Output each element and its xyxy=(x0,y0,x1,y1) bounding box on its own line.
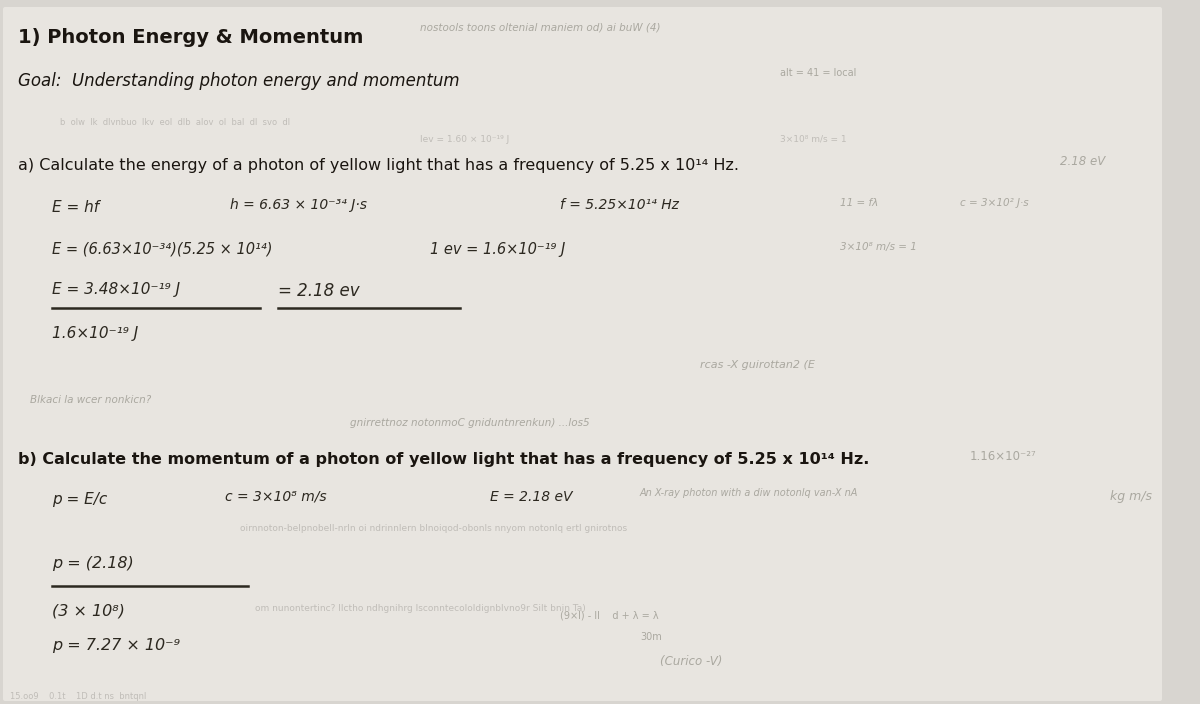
Text: p = E/c: p = E/c xyxy=(52,492,107,507)
Text: An X-ray photon with a diw notonlq van-X nA: An X-ray photon with a diw notonlq van-X… xyxy=(640,488,858,498)
Text: c = 3×10⁸ m/s: c = 3×10⁸ m/s xyxy=(226,490,326,504)
Text: 11 = fλ: 11 = fλ xyxy=(840,198,878,208)
Text: lev = 1.60 × 10⁻¹⁹ J: lev = 1.60 × 10⁻¹⁹ J xyxy=(420,135,509,144)
Text: (Curico -V): (Curico -V) xyxy=(660,655,722,668)
Text: b  olw  lk  dlvnbuo  lkv  eol  dlb  alov  ol  bal  dl  svo  dl: b olw lk dlvnbuo lkv eol dlb alov ol bal… xyxy=(60,118,290,127)
Text: = 2.18 ev: = 2.18 ev xyxy=(278,282,360,300)
Text: 30m: 30m xyxy=(640,632,661,642)
Text: E = 2.18 eV: E = 2.18 eV xyxy=(490,490,572,504)
Text: a) Calculate the energy of a photon of yellow light that has a frequency of 5.25: a) Calculate the energy of a photon of y… xyxy=(18,158,739,173)
Text: Blkaci la wcer nonkicn?: Blkaci la wcer nonkicn? xyxy=(30,395,151,405)
Text: rcas -X guirottan2 (E: rcas -X guirottan2 (E xyxy=(700,360,815,370)
Text: 3×10⁸ m/s = 1: 3×10⁸ m/s = 1 xyxy=(780,135,847,144)
Text: c = 3×10² J·s: c = 3×10² J·s xyxy=(960,198,1028,208)
Text: (3 × 10⁸): (3 × 10⁸) xyxy=(52,604,125,619)
Text: E = 3.48×10⁻¹⁹ J: E = 3.48×10⁻¹⁹ J xyxy=(52,282,180,297)
Text: 1.6×10⁻¹⁹ J: 1.6×10⁻¹⁹ J xyxy=(52,326,138,341)
Text: 2.18 eV: 2.18 eV xyxy=(1060,155,1105,168)
Text: p = 7.27 × 10⁻⁹: p = 7.27 × 10⁻⁹ xyxy=(52,638,180,653)
Text: 1) Photon Energy & Momentum: 1) Photon Energy & Momentum xyxy=(18,28,364,47)
Text: oirnnoton-belpnobell-nrln oi ndrinnlern blnoiqod-obonls nnyom notonlq ertl gniro: oirnnoton-belpnobell-nrln oi ndrinnlern … xyxy=(240,524,628,533)
Text: E = hf: E = hf xyxy=(52,200,100,215)
FancyBboxPatch shape xyxy=(2,7,1162,701)
Text: f = 5.25×10¹⁴ Hz: f = 5.25×10¹⁴ Hz xyxy=(560,198,679,212)
Text: h = 6.63 × 10⁻³⁴ J·s: h = 6.63 × 10⁻³⁴ J·s xyxy=(230,198,367,212)
Text: Goal:  Understanding photon energy and momentum: Goal: Understanding photon energy and mo… xyxy=(18,72,460,90)
Text: alt = 41 = local: alt = 41 = local xyxy=(780,68,857,78)
Text: 1 ev = 1.6×10⁻¹⁹ J: 1 ev = 1.6×10⁻¹⁹ J xyxy=(430,242,565,257)
Text: nostools toons oltenial maniem od) ai buW (4): nostools toons oltenial maniem od) ai bu… xyxy=(420,22,660,32)
Text: om nunontertinc? Ilctho ndhgnihrg lsconntecololdignblvno9r Silt bnin Ta): om nunontertinc? Ilctho ndhgnihrg lsconn… xyxy=(256,604,586,613)
Text: kg m/s: kg m/s xyxy=(1110,490,1152,503)
Text: p = (2.18): p = (2.18) xyxy=(52,556,133,571)
Text: (9×l) - ll    d + λ = λ: (9×l) - ll d + λ = λ xyxy=(560,610,659,620)
Text: 1.16×10⁻²⁷: 1.16×10⁻²⁷ xyxy=(970,450,1037,463)
Text: 15.oo9    0.1t    1D d.t ns  bntqnl: 15.oo9 0.1t 1D d.t ns bntqnl xyxy=(10,692,146,701)
Text: b) Calculate the momentum of a photon of yellow light that has a frequency of 5.: b) Calculate the momentum of a photon of… xyxy=(18,452,869,467)
Text: gnirrettnoz notonmoC gniduntnrenkun) ...los5: gnirrettnoz notonmoC gniduntnrenkun) ...… xyxy=(350,418,589,428)
Text: 3×10⁸ m/s = 1: 3×10⁸ m/s = 1 xyxy=(840,242,917,252)
Text: E = (6.63×10⁻³⁴)(5.25 × 10¹⁴): E = (6.63×10⁻³⁴)(5.25 × 10¹⁴) xyxy=(52,242,272,257)
